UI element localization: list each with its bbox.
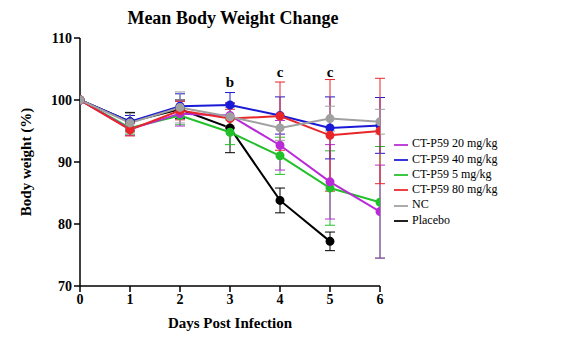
svg-text:100: 100 xyxy=(51,93,72,108)
svg-text:c: c xyxy=(277,64,284,80)
svg-text:3: 3 xyxy=(227,292,234,307)
svg-text:Body weight (%): Body weight (%) xyxy=(18,108,35,216)
svg-text:b: b xyxy=(226,74,234,90)
html-text:CT-P59 20 mg/kg: CT-P59 20 mg/kg xyxy=(412,136,498,151)
html-text:Mean Body Weight Change: Mean Body Weight Change xyxy=(127,8,339,28)
svg-text:1: 1 xyxy=(127,292,134,307)
svg-text:Days Post Infection: Days Post Infection xyxy=(168,315,293,331)
svg-text:6: 6 xyxy=(377,292,384,307)
html-text:CT-P59 80 mg/kg: CT-P59 80 mg/kg xyxy=(412,182,498,196)
svg-text:70: 70 xyxy=(58,279,72,294)
svg-text:5: 5 xyxy=(327,292,334,307)
svg-text:2: 2 xyxy=(177,292,184,307)
svg-text:0: 0 xyxy=(77,292,84,307)
svg-text:80: 80 xyxy=(58,217,72,232)
html-text:Placebo: Placebo xyxy=(412,212,450,227)
svg-text:110: 110 xyxy=(52,31,72,46)
html-text:CT-P59 5 mg/kg: CT-P59 5 mg/kg xyxy=(412,166,492,181)
svg-text:c: c xyxy=(327,64,334,80)
html-text:CT-P59 40 mg/kg: CT-P59 40 mg/kg xyxy=(412,151,498,166)
svg-text:4: 4 xyxy=(277,292,284,307)
svg-text:90: 90 xyxy=(58,155,72,170)
html-text:NC: NC xyxy=(412,197,429,212)
